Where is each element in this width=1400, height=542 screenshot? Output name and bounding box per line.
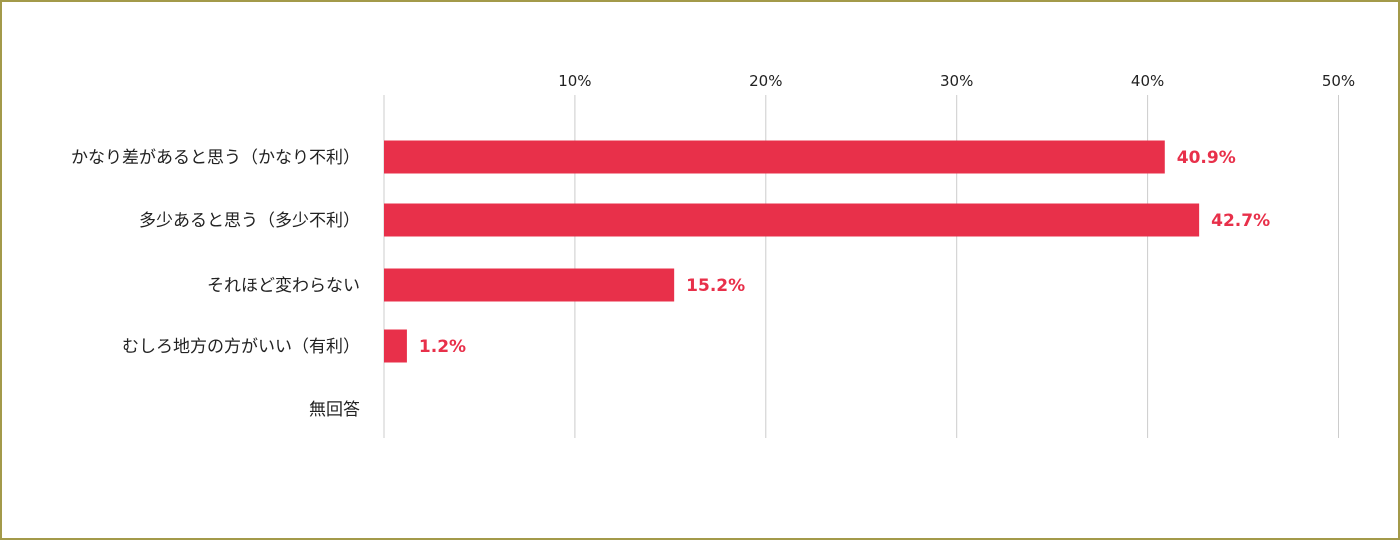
category-label: 無回答: [309, 400, 360, 420]
category-labels: かなり差があると思う（かなり不利） 多少あると思う（多少不利） それほど変わらないむ…: [71, 148, 360, 420]
category-label: 多少あると思う（多少不利）: [139, 211, 360, 231]
category-label: かなり差があると思う（かなり不利）: [71, 148, 360, 168]
x-tick-label: 30%: [940, 72, 973, 90]
x-tick-label: 50%: [1322, 72, 1355, 90]
bar: [384, 140, 1165, 174]
category-label: むしろ地方の方がいい（有利）: [122, 337, 360, 357]
value-labels: 40.9% 42.7% 15.2% 1.2%: [419, 148, 1270, 357]
bars: [384, 140, 1200, 363]
x-axis-ticks: 10% 20% 30% 40% 50%: [558, 72, 1355, 90]
x-tick-label: 40%: [1131, 72, 1164, 90]
value-label: 1.2%: [419, 337, 466, 357]
x-tick-label: 10%: [558, 72, 591, 90]
category-label: それほど変わらない: [207, 276, 360, 296]
value-label: 42.7%: [1211, 211, 1270, 231]
bar: [384, 203, 1200, 237]
value-label: 15.2%: [686, 276, 745, 296]
value-label: 40.9%: [1177, 148, 1236, 168]
x-tick-label: 20%: [749, 72, 782, 90]
bar: [384, 268, 675, 302]
bar: [384, 329, 407, 363]
